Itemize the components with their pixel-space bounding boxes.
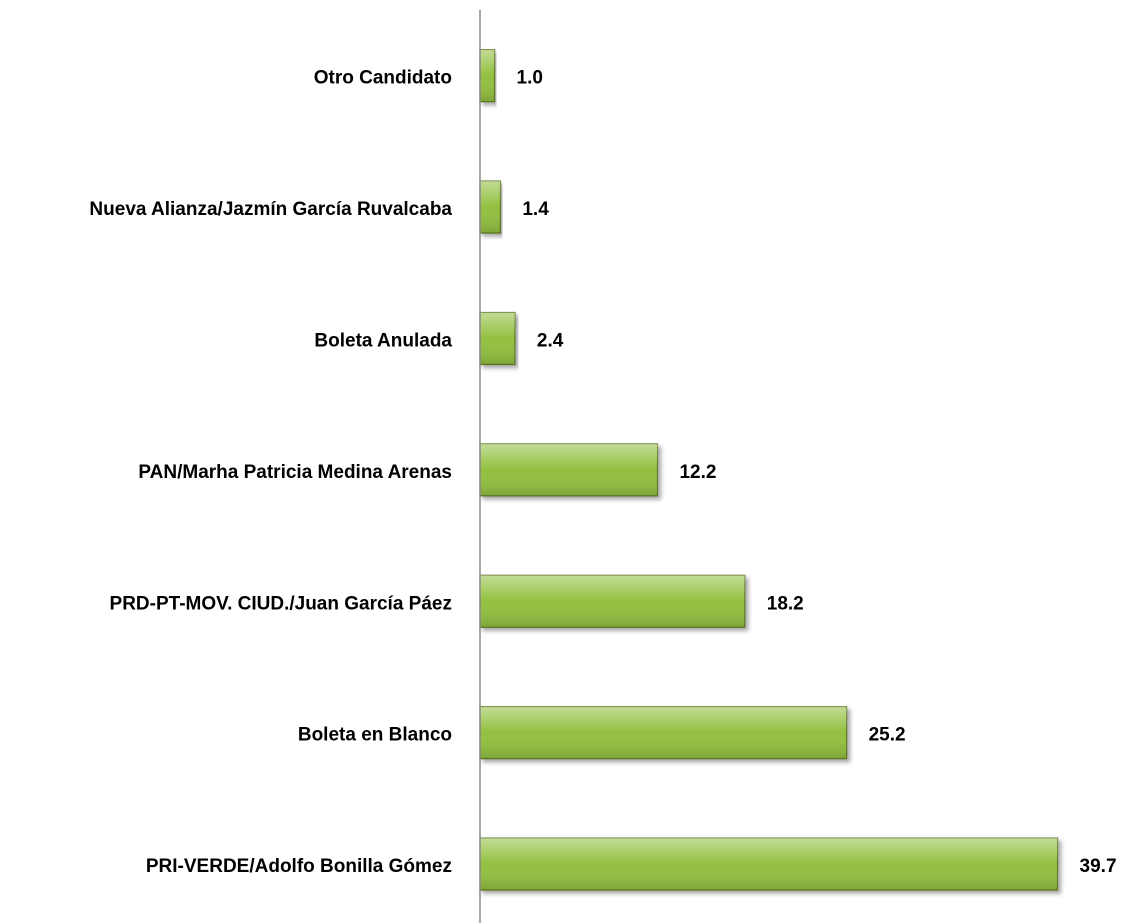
value-label: 39.7: [1080, 856, 1117, 877]
bar: [479, 443, 659, 497]
value-label: 18.2: [767, 593, 804, 614]
bar: [479, 49, 496, 103]
bar: [479, 706, 848, 760]
y-tick-label: PRI-VERDE/Adolfo Bonilla Gómez: [146, 856, 452, 877]
value-label: 1.0: [517, 68, 543, 89]
y-tick-label: Nueva Alianza/Jazmín García Ruvalcaba: [89, 199, 452, 220]
value-label: 12.2: [679, 462, 716, 483]
bar: [479, 180, 501, 234]
bar: [479, 574, 746, 628]
y-tick-label: PAN/Marha Patricia Medina Arenas: [138, 462, 452, 483]
y-tick-label: Boleta Anulada: [314, 331, 452, 352]
value-label: 1.4: [522, 199, 549, 220]
value-label: 2.4: [537, 331, 564, 352]
y-tick-label: Boleta en Blanco: [298, 725, 452, 746]
bar: [479, 311, 516, 366]
y-tick-label: PRD-PT-MOV. CIUD./Juan García Páez: [110, 593, 452, 614]
y-tick-label: Otro Candidato: [314, 68, 452, 89]
bar: [479, 837, 1059, 891]
value-label: 25.2: [869, 725, 906, 746]
